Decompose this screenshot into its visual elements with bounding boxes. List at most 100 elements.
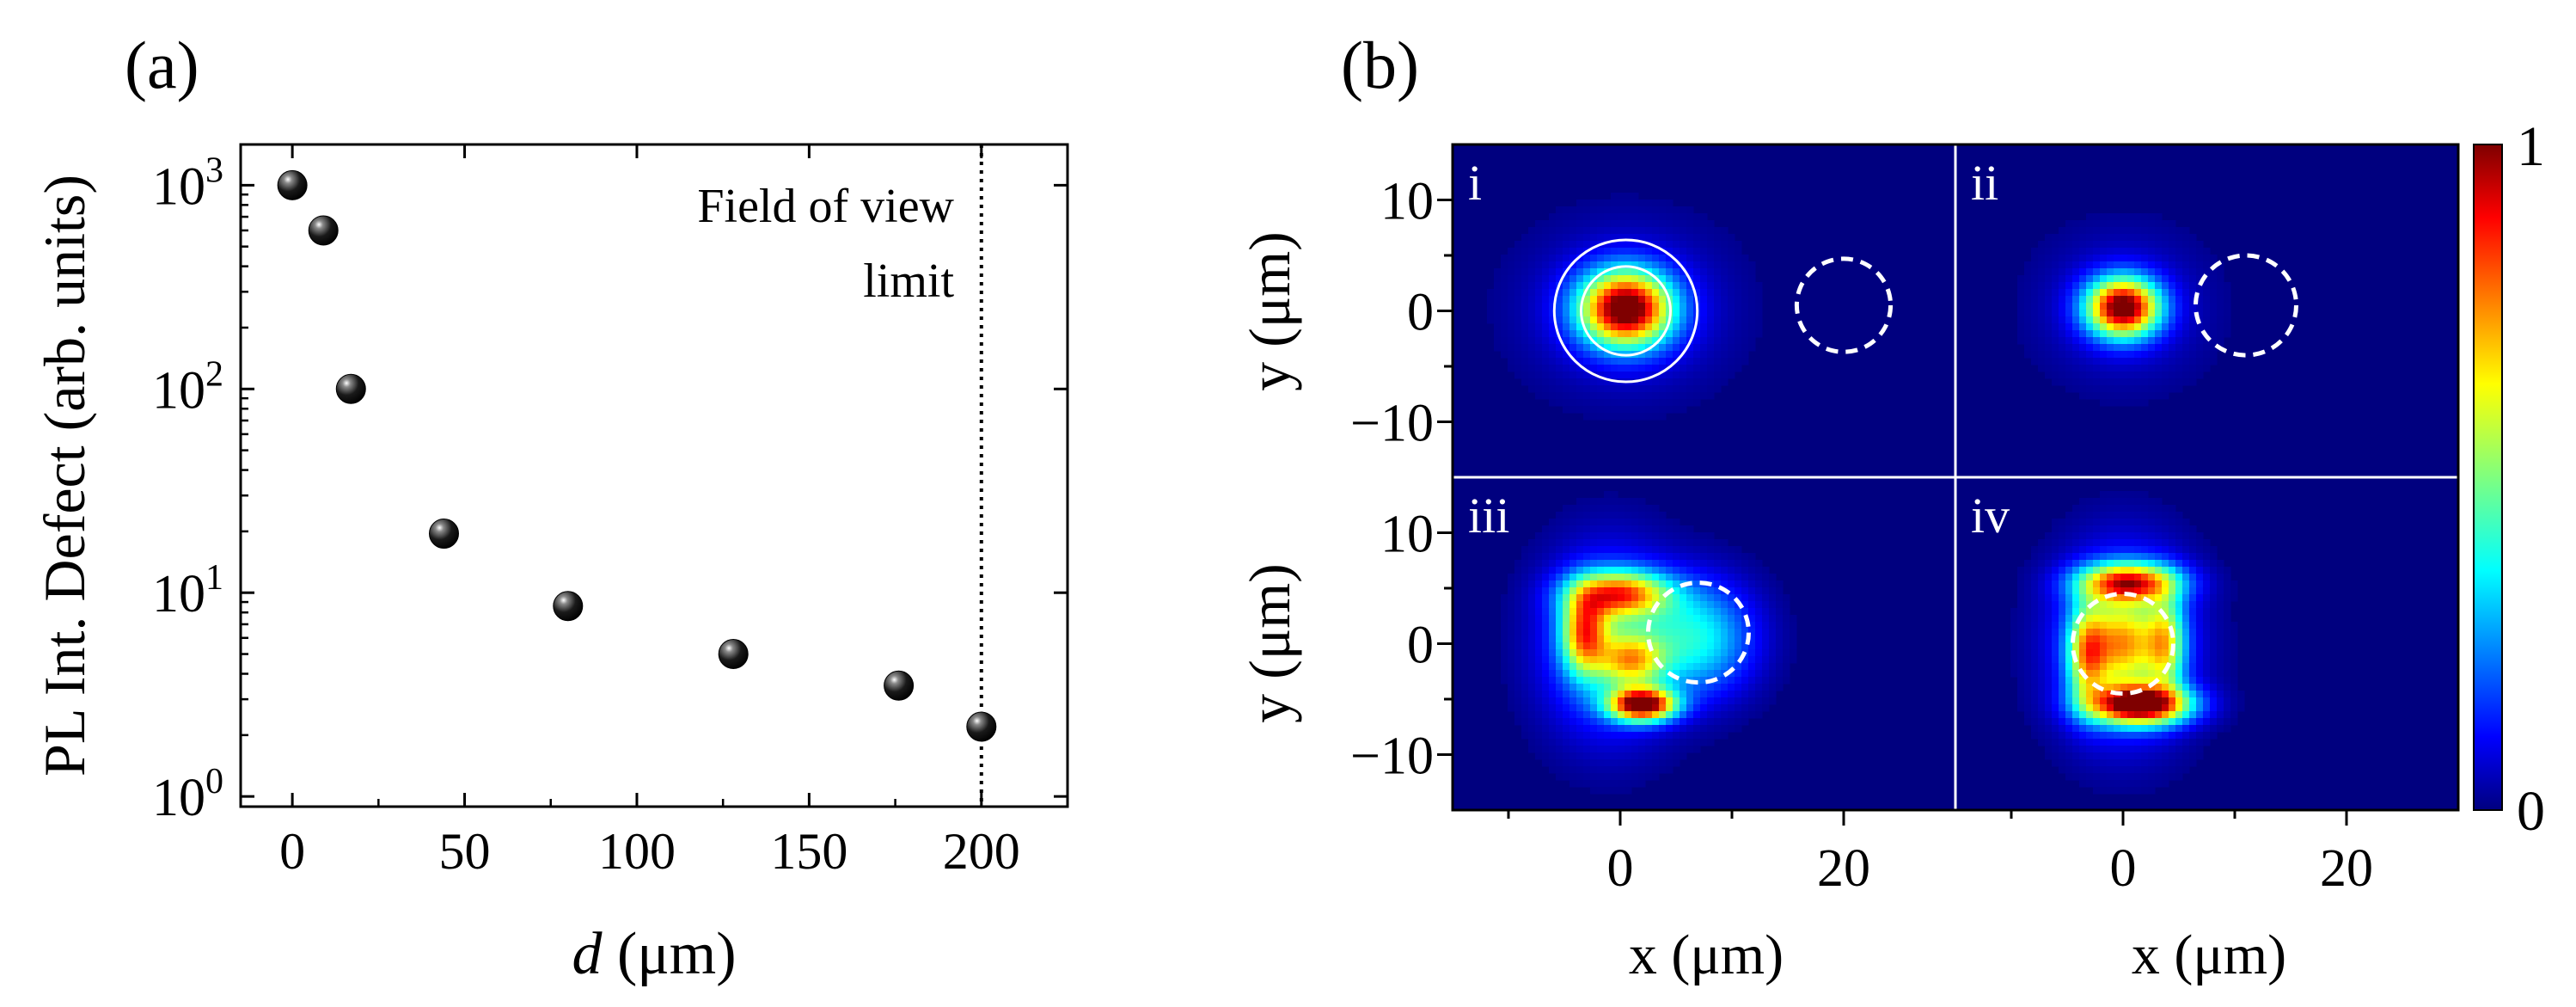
heat-cell xyxy=(1686,704,1694,712)
heat-cell xyxy=(2203,255,2211,262)
heat-cell xyxy=(2169,241,2176,249)
heat-cell xyxy=(2155,351,2163,359)
heat-cell xyxy=(1542,580,1550,588)
heat-cell xyxy=(1590,553,1598,561)
heat-cell xyxy=(1714,608,1722,616)
data-point xyxy=(718,639,749,670)
heat-cell xyxy=(1645,206,1653,214)
heat-cell xyxy=(1549,553,1557,561)
heat-cell xyxy=(1769,594,1777,602)
heat-cell xyxy=(1645,519,1653,526)
heat-cell xyxy=(2093,787,2101,795)
heat-cell xyxy=(2017,684,2025,691)
heat-cell xyxy=(1638,601,1646,609)
heat-cell xyxy=(2141,615,2149,623)
heat-cell xyxy=(2148,636,2156,643)
heat-cell xyxy=(1680,732,1687,740)
heat-cell xyxy=(1659,399,1667,407)
heat-cell xyxy=(1583,200,1591,207)
heat-cell xyxy=(2217,711,2224,719)
heat-cell xyxy=(1638,663,1646,671)
heat-cell xyxy=(2059,691,2066,698)
heat-cell xyxy=(2148,615,2156,623)
heat-cell xyxy=(1741,656,1749,664)
heat-cell xyxy=(1666,574,1673,581)
heat-cell xyxy=(1563,677,1570,685)
heat-cell xyxy=(1762,580,1770,588)
heat-cell xyxy=(1542,385,1550,393)
heat-cell xyxy=(1590,691,1598,698)
heat-cell xyxy=(2079,268,2087,276)
heat-cell xyxy=(2141,766,2149,774)
heat-cell xyxy=(1590,684,1598,691)
heat-cell xyxy=(2224,310,2231,317)
heat-cell xyxy=(1597,220,1605,228)
heat-cell xyxy=(1700,691,1708,698)
heat-cell xyxy=(2052,282,2059,290)
heat-cell xyxy=(1693,732,1701,740)
heat-cell xyxy=(1659,759,1667,767)
heat-cell xyxy=(1631,406,1639,414)
heat-cell xyxy=(1618,358,1625,365)
heat-cell xyxy=(2100,725,2108,733)
heat-cell xyxy=(2141,310,2149,317)
heat-cell xyxy=(1604,337,1612,345)
heat-cell xyxy=(1790,615,1797,623)
heat-cell xyxy=(1762,642,1770,650)
heat-cell xyxy=(2093,677,2101,685)
heat-cell xyxy=(2024,594,2032,602)
heat-cell xyxy=(1728,622,1735,629)
heat-cell xyxy=(2127,746,2135,753)
heat-cell xyxy=(2120,608,2128,616)
heat-cell xyxy=(2059,539,2066,547)
heat-cell xyxy=(1501,310,1508,317)
heat-cell xyxy=(1604,310,1612,317)
heat-cell xyxy=(1728,275,1735,283)
heat-cell xyxy=(1686,691,1694,698)
heat-cell xyxy=(1693,351,1701,359)
heat-cell xyxy=(1501,663,1508,671)
heat-cell xyxy=(2120,512,2128,519)
heat-cell xyxy=(2031,351,2039,359)
heat-cell xyxy=(2134,371,2142,379)
heat-cell xyxy=(1693,636,1701,643)
heat-cell xyxy=(1569,392,1577,400)
heat-cell xyxy=(1625,498,1632,506)
heat-cell xyxy=(2155,316,2163,324)
x-axis-label: d (μm) xyxy=(572,921,736,987)
heat-cell xyxy=(2086,234,2094,242)
heat-cell xyxy=(1590,567,1598,574)
heat-cell xyxy=(2065,512,2073,519)
heat-cell xyxy=(1693,567,1701,574)
heat-cell xyxy=(2169,323,2176,331)
heat-cell xyxy=(2141,636,2149,643)
heat-cell xyxy=(2107,392,2114,400)
heat-cell xyxy=(2079,601,2087,609)
heat-cell xyxy=(1611,759,1618,767)
heat-cell xyxy=(1542,670,1550,678)
heat-cell xyxy=(1569,697,1577,705)
heat-cell xyxy=(1569,567,1577,574)
heat-cell xyxy=(2217,677,2224,685)
heat-cell xyxy=(1693,227,1701,235)
heat-cell xyxy=(1673,560,1680,568)
heat-cell xyxy=(1666,399,1673,407)
heat-cell xyxy=(1645,684,1653,691)
heat-cell xyxy=(1514,358,1522,365)
heat-cell xyxy=(1645,255,1653,262)
heat-cell xyxy=(1728,697,1735,705)
heat-cell xyxy=(1590,746,1598,753)
heat-cell xyxy=(2162,622,2169,629)
heat-cell xyxy=(2086,310,2094,317)
heat-cell xyxy=(1721,663,1729,671)
heat-cell xyxy=(1638,241,1646,249)
heat-cell xyxy=(1728,316,1735,324)
heat-cell xyxy=(1783,629,1790,636)
heat-cell xyxy=(1652,220,1660,228)
heat-cell xyxy=(1521,629,1529,636)
heat-cell xyxy=(1755,316,1763,324)
heat-cell xyxy=(2175,532,2183,540)
heat-cell xyxy=(2038,704,2046,712)
heat-cell xyxy=(1535,615,1543,623)
heat-cell xyxy=(2217,718,2224,726)
